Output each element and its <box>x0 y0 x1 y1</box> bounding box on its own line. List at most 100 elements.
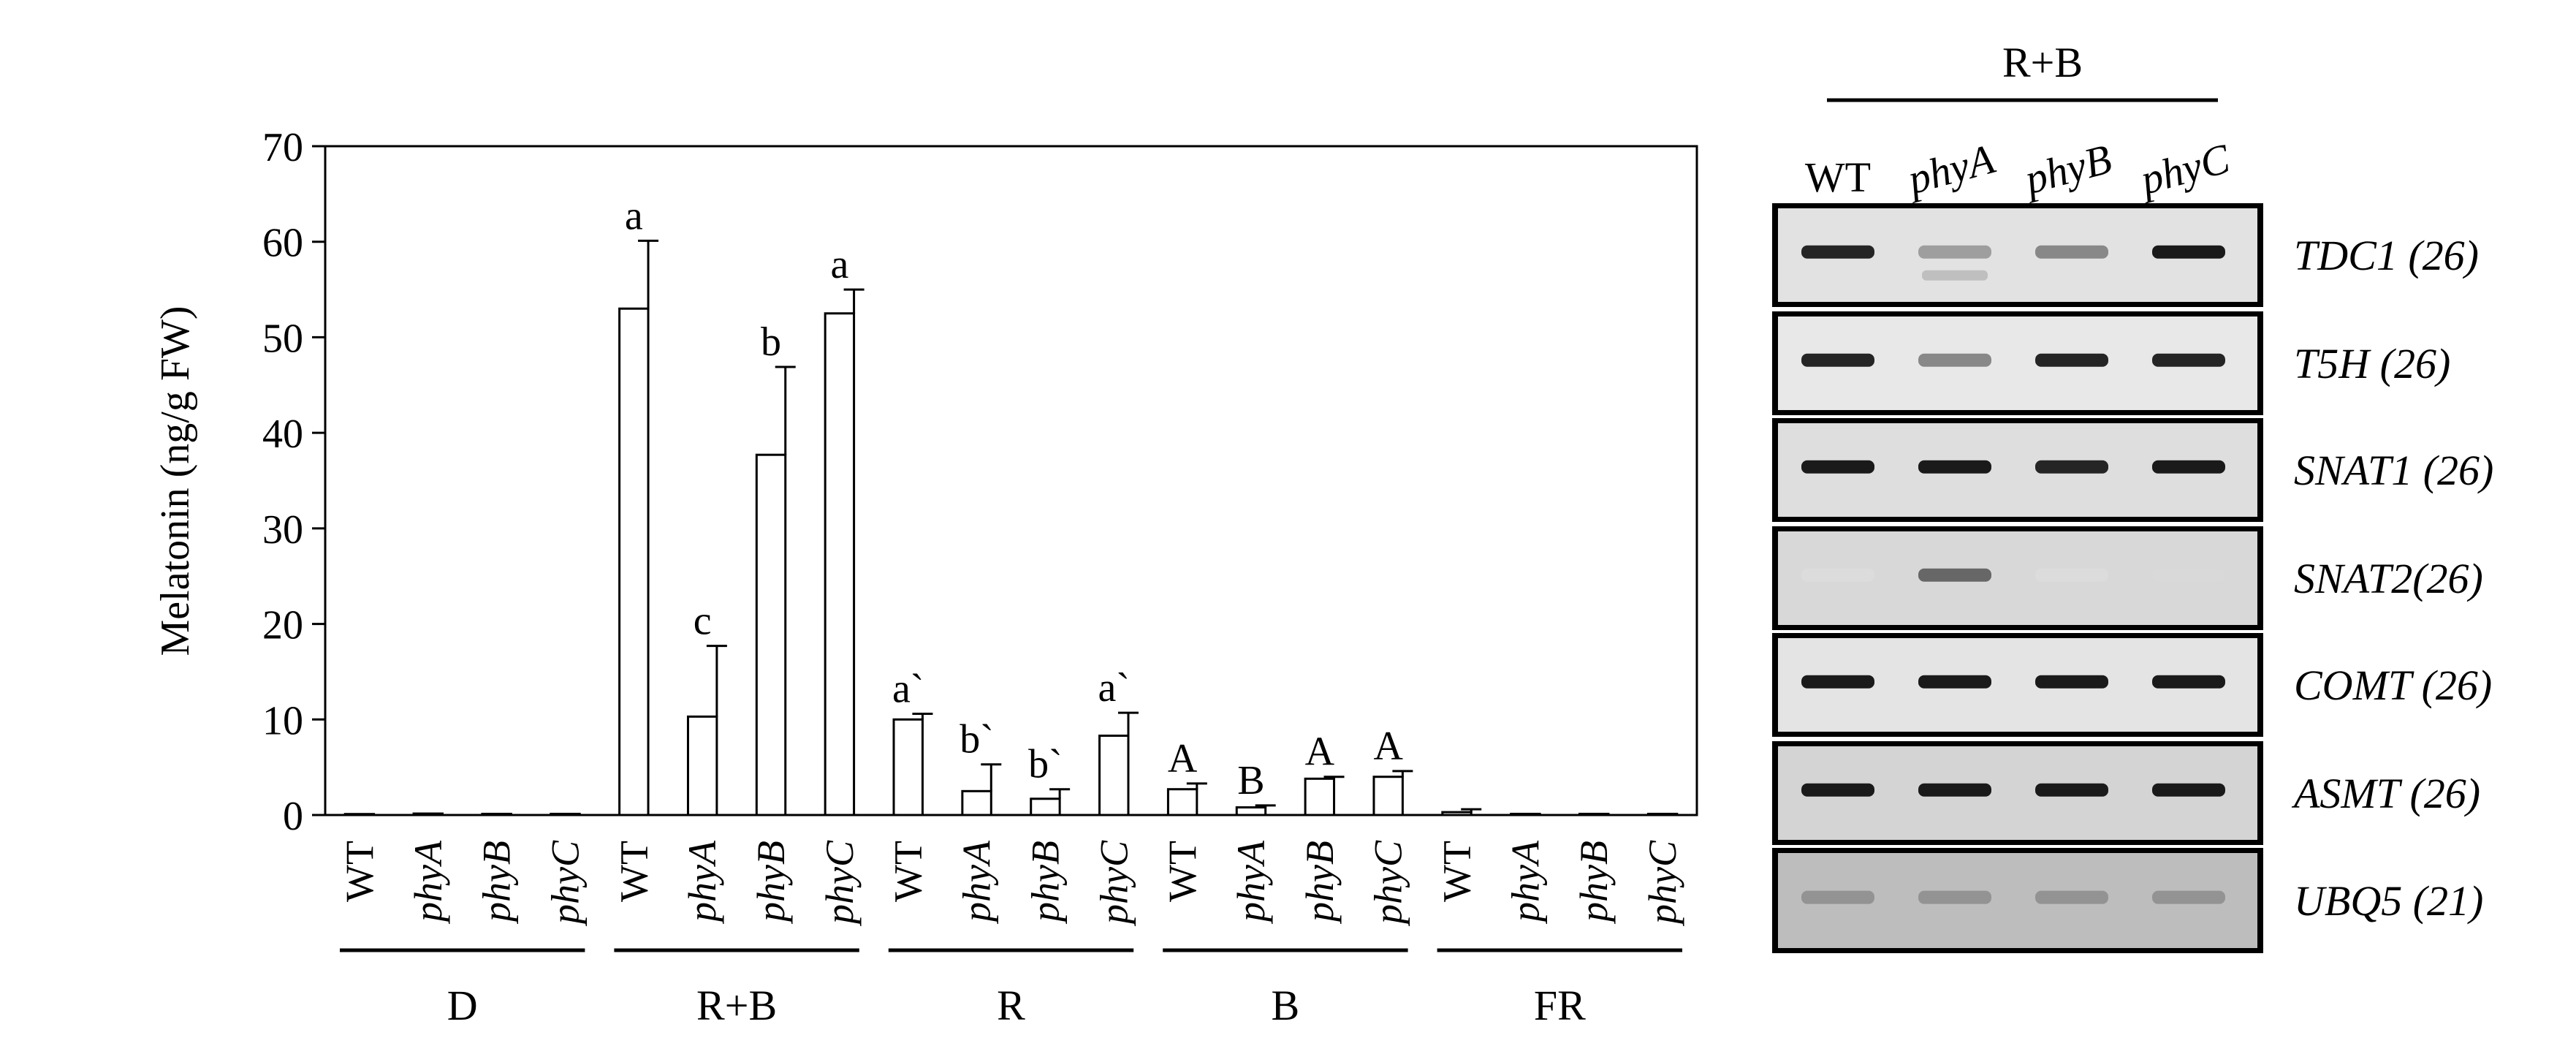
bar-D-phyB <box>481 812 512 816</box>
bar-R+B-WT <box>618 307 650 816</box>
x-tick-label: phyB <box>1023 841 1067 925</box>
y-tick-label: 40 <box>262 412 303 457</box>
significance-letter: c <box>694 599 712 644</box>
gene-label: ASMT (26) <box>2291 770 2480 817</box>
gel-band <box>1918 675 1991 689</box>
gel-band <box>1918 890 1991 904</box>
group-label: R+B <box>696 982 777 1029</box>
y-tick-label: 30 <box>262 507 303 553</box>
gel-band <box>1801 568 1874 582</box>
significance-letter: b` <box>1028 742 1063 787</box>
bar-R-phyC <box>1098 735 1130 816</box>
x-tick-label: phyC <box>1367 840 1410 927</box>
x-tick-label: WT <box>1435 841 1479 902</box>
gel-band <box>2152 783 2225 797</box>
x-tick-label: WT <box>886 841 930 902</box>
gel-band <box>1801 245 1874 259</box>
x-tick-label: phyA <box>406 840 450 925</box>
bar-R+B-phyA <box>686 715 718 816</box>
x-tick-label: phyA <box>955 840 999 925</box>
gel-band <box>1801 353 1874 367</box>
gel-band <box>2035 675 2108 689</box>
x-tick-label: phyC <box>818 840 862 927</box>
y-tick-label: 20 <box>262 603 303 648</box>
gene-label: UBQ5 (21) <box>2294 877 2483 925</box>
bar-FR-phyA <box>1510 812 1541 816</box>
x-tick-label: phyB <box>1298 841 1342 925</box>
y-tick-label: 0 <box>283 794 303 839</box>
gel-band <box>2035 353 2108 367</box>
gel-band <box>2035 783 2108 797</box>
gel-band <box>1801 675 1874 689</box>
x-tick-label: phyA <box>1503 840 1547 925</box>
gene-label: SNAT1 (26) <box>2294 447 2493 494</box>
x-tick-label: phyB <box>1572 841 1616 925</box>
gene-label: SNAT2(26) <box>2294 555 2483 602</box>
bar-B-WT <box>1166 788 1198 816</box>
y-tick-label: 50 <box>262 316 303 361</box>
gel-band <box>2035 460 2108 474</box>
significance-letter: A <box>1305 729 1335 775</box>
x-tick-label: WT <box>1160 841 1204 902</box>
gel-band <box>2152 460 2225 474</box>
y-axis-label: Melatonin (ng/g FW) <box>153 306 198 656</box>
gel-band <box>1918 568 1991 582</box>
y-axis-ticks: 0 10 20 30 40 50 60 70 <box>262 125 325 839</box>
gel-band <box>2152 890 2225 904</box>
gel-band <box>2152 675 2225 689</box>
gel-band <box>1918 245 1991 259</box>
bar-FR-phyC <box>1646 812 1679 816</box>
group-label: R <box>997 982 1025 1029</box>
rt-pcr-gel-panel: R+B WT phyA phyB phyC TDC1 (26)T5H (26)SNAT… <box>1772 39 2493 953</box>
gel-band <box>1918 353 1991 367</box>
bar-D-phyC <box>550 812 581 816</box>
bar-D-phyA <box>412 812 444 816</box>
x-tick-label: WT <box>338 841 381 902</box>
significance-letter: b <box>761 319 781 365</box>
gel-band <box>2152 353 2225 367</box>
significance-letter: b` <box>960 717 994 762</box>
bar-R-phyB <box>1030 797 1061 816</box>
significance-letter: A <box>1168 736 1198 781</box>
x-tick-label: phyA <box>1229 840 1273 925</box>
gel-band <box>2035 890 2108 904</box>
significance-letter: a <box>830 242 848 287</box>
significance-letter: B <box>1237 758 1264 803</box>
gene-label: TDC1 (26) <box>2294 232 2479 279</box>
gel-band <box>1801 783 1874 797</box>
significance-letter: a` <box>1098 665 1131 710</box>
bar-R-WT <box>892 718 924 816</box>
bar-R-phyA <box>961 789 992 816</box>
x-tick-label: phyB <box>475 841 519 925</box>
bar-FR-phyB <box>1578 812 1610 816</box>
significance-letter: a <box>625 193 643 238</box>
gene-label: T5H (26) <box>2294 340 2450 387</box>
x-tick-label: phyA <box>680 840 724 925</box>
x-tick-label: phyC <box>1641 840 1684 927</box>
gel-band <box>2152 568 2225 582</box>
gel-band <box>2035 568 2108 582</box>
y-tick-label: 60 <box>262 221 303 266</box>
gene-label: COMT (26) <box>2294 662 2492 709</box>
y-tick-label: 70 <box>262 125 303 170</box>
gel-band-secondary <box>1922 270 1988 281</box>
bar-FR-WT <box>1441 811 1473 816</box>
bar-R+B-phyB <box>755 453 787 816</box>
gel-band <box>2152 245 2225 259</box>
bar-B-phyB <box>1304 777 1336 816</box>
significance-letter: a` <box>892 666 924 711</box>
gel-band <box>1918 783 1991 797</box>
y-tick-label: 10 <box>262 698 303 743</box>
group-labels: D R+B R B FR <box>340 948 1682 1029</box>
gel-rows: TDC1 (26) T5H (26) SNAT1 (26) SNAT2(26) COMT… <box>1772 203 2493 953</box>
x-axis-labels: WT phyA phyB phyC WT phyA phyB phyC WT phyA phyB ph… <box>338 840 1684 927</box>
x-tick-label: phyB <box>749 841 793 925</box>
x-tick-label: WT <box>612 841 656 902</box>
gel-band <box>1918 460 1991 474</box>
bar-B-phyC <box>1372 776 1404 816</box>
significance-letter: A <box>1373 724 1403 769</box>
bar-B-phyA <box>1235 806 1267 816</box>
